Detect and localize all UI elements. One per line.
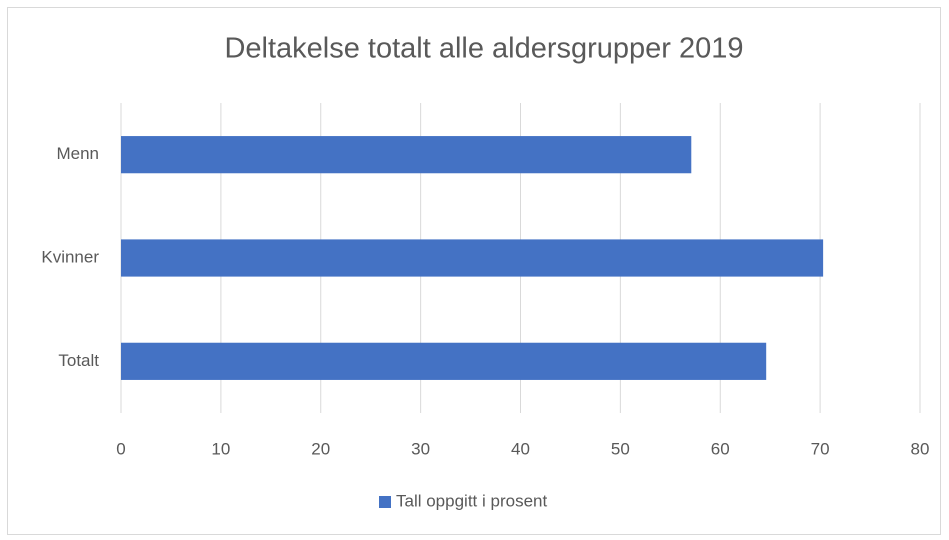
x-tick-label: 50 — [611, 439, 630, 458]
x-tick-label: 60 — [711, 439, 730, 458]
x-tick-label: 10 — [211, 439, 230, 458]
x-tick-label: 20 — [311, 439, 330, 458]
x-tick-label: 70 — [811, 439, 830, 458]
legend-label: Tall oppgitt i prosent — [396, 491, 547, 510]
x-tick-label: 80 — [911, 439, 930, 458]
y-tick-label: Totalt — [58, 351, 99, 370]
bar — [121, 239, 824, 277]
x-tick-label: 40 — [511, 439, 530, 458]
x-tick-label: 30 — [411, 439, 430, 458]
x-tick-label: 0 — [116, 439, 125, 458]
y-tick-label: Kvinner — [41, 247, 99, 266]
legend-swatch — [379, 496, 391, 508]
bar — [121, 342, 767, 380]
chart-title: Deltakelse totalt alle aldersgrupper 201… — [224, 33, 743, 65]
bar — [121, 136, 692, 174]
y-tick-label: Menn — [56, 144, 99, 163]
